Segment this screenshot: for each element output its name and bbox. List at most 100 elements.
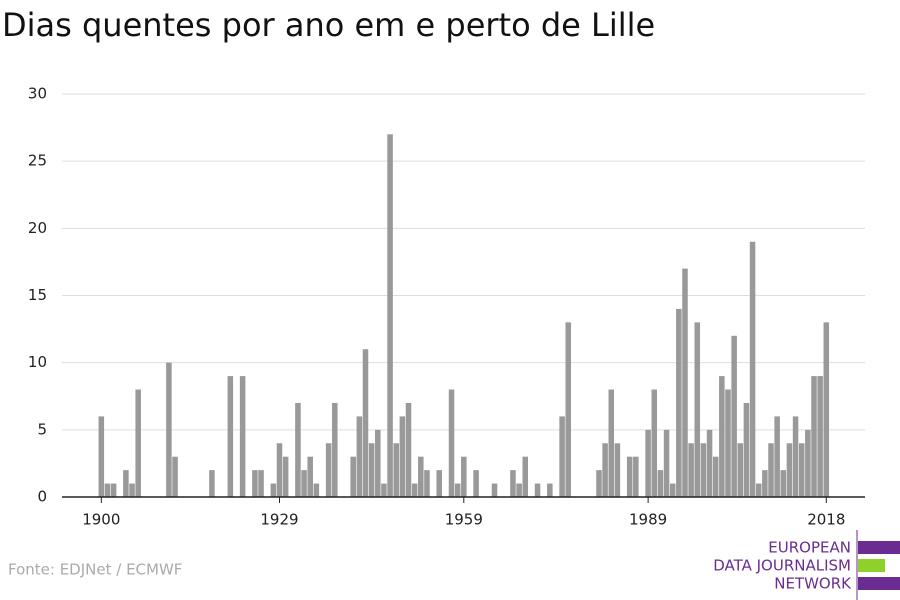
bar [172, 456, 178, 497]
bar [491, 483, 498, 497]
bar [811, 376, 817, 497]
bar [516, 483, 522, 497]
bar [823, 322, 830, 497]
logo: EUROPEAN DATA JOURNALISM NETWORK [713, 530, 900, 600]
bar [461, 456, 467, 497]
bar [694, 322, 701, 497]
bar [209, 470, 215, 497]
x-tick-label: 1900 [82, 511, 120, 529]
bar [596, 470, 602, 497]
bar [332, 402, 338, 497]
bar [755, 483, 762, 497]
bar [547, 483, 553, 497]
x-tick-label: 1959 [445, 511, 483, 529]
bar [565, 322, 572, 497]
bar [227, 376, 234, 497]
bar [774, 416, 780, 497]
bar [614, 443, 621, 497]
bar [626, 456, 633, 497]
bar [258, 470, 264, 497]
bar [749, 241, 756, 497]
bar [325, 443, 332, 497]
bar [356, 416, 363, 497]
bar [301, 470, 307, 497]
bar [712, 456, 719, 497]
logo-text: DATA JOURNALISM [713, 557, 851, 575]
bar [682, 268, 688, 497]
bar [676, 308, 682, 497]
bar [399, 416, 406, 497]
logo-text: NETWORK [774, 575, 852, 593]
bar [313, 483, 320, 497]
bar [98, 416, 105, 497]
bar [454, 483, 461, 497]
bar [135, 389, 141, 497]
bar [608, 389, 615, 497]
bar [473, 470, 479, 497]
logo-bar [858, 541, 900, 554]
bar [368, 443, 375, 497]
bar [786, 443, 793, 497]
bar [166, 362, 172, 497]
y-tick-label: 5 [37, 420, 47, 438]
bar [405, 402, 412, 497]
bar [522, 456, 529, 497]
bar [559, 416, 565, 497]
bar [657, 470, 664, 497]
bar [780, 470, 787, 497]
y-tick-label: 0 [37, 488, 47, 506]
bar [645, 429, 651, 497]
bar [418, 456, 424, 497]
y-tick-label: 30 [28, 85, 47, 103]
bar [817, 376, 823, 497]
bar [602, 443, 608, 497]
bar [719, 376, 725, 497]
bar [239, 376, 246, 497]
chart-title: Dias quentes por ano em e perto de Lille [2, 6, 655, 44]
bar [688, 443, 694, 497]
x-tick-label: 2018 [807, 511, 845, 529]
bar [805, 429, 811, 497]
bar [700, 443, 707, 497]
bar [282, 456, 289, 497]
logo-bar [858, 577, 900, 590]
bar [731, 335, 737, 497]
bar [424, 470, 430, 497]
y-tick-label: 20 [28, 219, 47, 237]
bar [387, 134, 393, 498]
bar [737, 443, 744, 497]
bar [448, 389, 455, 497]
logo-bar [858, 559, 885, 572]
bar [743, 402, 750, 497]
x-tick-label: 1989 [629, 511, 667, 529]
bar [307, 456, 313, 497]
logo-text: EUROPEAN [768, 539, 851, 557]
bar [276, 443, 283, 497]
bar [104, 483, 111, 497]
bar [725, 389, 731, 497]
bar [381, 483, 387, 497]
y-tick-label: 15 [28, 286, 47, 304]
source: Fonte: EDJNet / ECMWF [8, 561, 182, 579]
bar [270, 483, 277, 497]
bar [798, 443, 805, 497]
bar [792, 416, 799, 497]
y-tick-label: 10 [28, 353, 47, 371]
y-tick-label: 25 [28, 152, 47, 170]
bar [295, 402, 301, 497]
bar [651, 389, 658, 497]
bar [706, 429, 713, 497]
bar [663, 429, 670, 497]
bar [669, 483, 676, 497]
x-tick-label: 1929 [260, 511, 298, 529]
bar [393, 443, 399, 497]
bar [110, 483, 117, 497]
bar [768, 443, 774, 497]
bar [129, 483, 135, 497]
bar [633, 456, 639, 497]
bar [510, 470, 516, 497]
bar [436, 470, 442, 497]
bar [350, 456, 356, 497]
bar [411, 483, 418, 497]
